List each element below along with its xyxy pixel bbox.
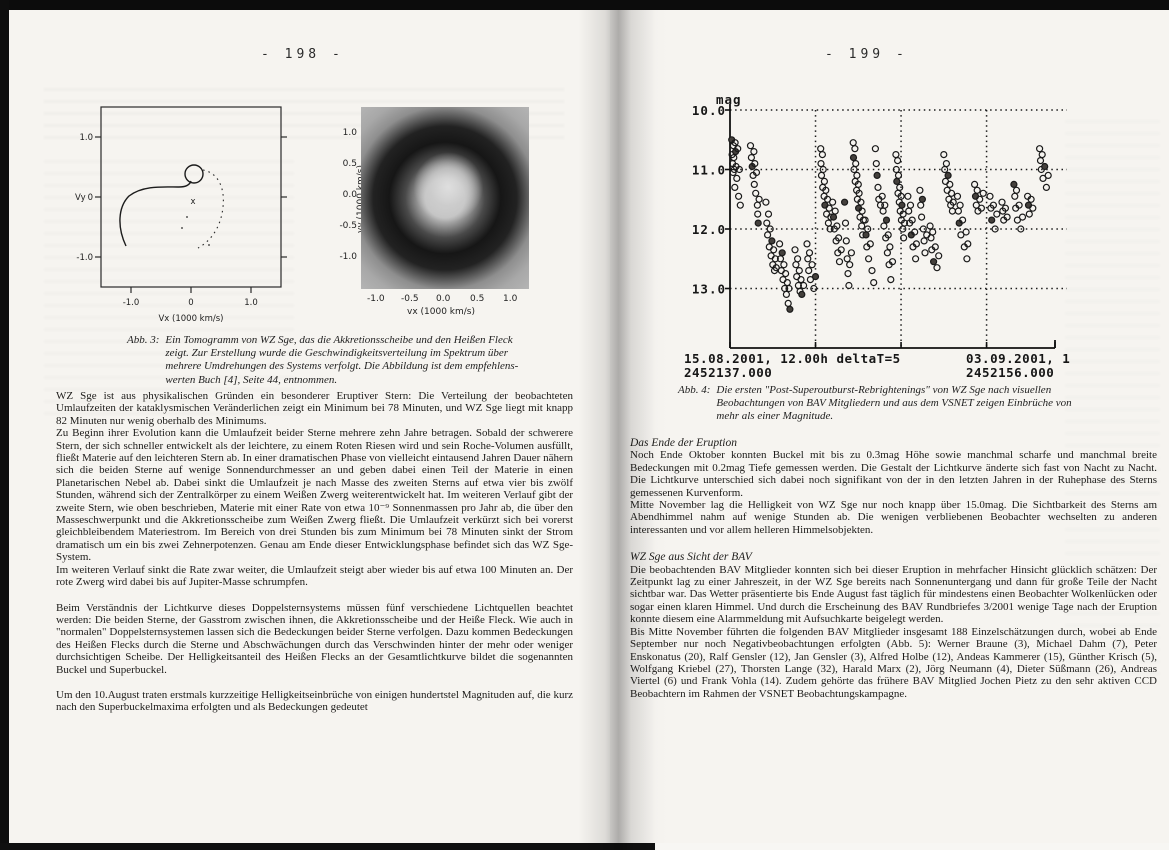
figA-white-dwarf-marker: x xyxy=(190,197,195,207)
figB-xlabel: vx (1000 km/s) xyxy=(407,307,476,317)
figB-xtick: 1.0 xyxy=(503,294,518,304)
lightcurve-gridlines xyxy=(730,109,1067,348)
lightcurve-data-points xyxy=(728,136,1052,313)
page-number-right: - 199 - xyxy=(825,47,908,62)
figB-ytick: -1.0 xyxy=(339,252,357,262)
page-199-text-column: Das Ende der Eruption Noch Ende Oktober … xyxy=(630,437,1157,700)
lightcurve-xlabel-date-left: 15.08.2001, 12.00h deltaT=5 xyxy=(684,351,901,366)
page-number-left: - 198 - xyxy=(261,47,344,62)
lightcurve-ytick-10: 10.0 xyxy=(692,103,726,118)
figA-ytick-1: 1.0 xyxy=(79,133,93,143)
figA-gas-stream-curve xyxy=(119,180,192,247)
figA-ytick-m1: -1.0 xyxy=(76,253,93,263)
figA-xtick-0: 0 xyxy=(188,298,193,308)
figA-xtick-1: 1.0 xyxy=(244,298,258,308)
figure4-caption-text: Die ersten "Post-Superoutburst-Rebrighte… xyxy=(716,384,1072,423)
paragraph: Die beobachtenden BAV Mitglieder konnten… xyxy=(630,563,1157,626)
figB-ytick: 0.5 xyxy=(342,159,357,169)
figure3-panel-b-tomogram-image: vy (1000 km/s) 1.0 0.5 0.0 -0.5 -1.0 -1.… xyxy=(339,98,559,318)
lightcurve-xlabel-jd-left: 2452137.000 xyxy=(684,365,772,380)
lightcurve-axes xyxy=(725,104,1056,349)
lightcurve-ytick-11: 11.0 xyxy=(692,163,726,178)
figA-ytick-0: 0 xyxy=(88,193,93,203)
figB-ytick: -0.5 xyxy=(339,221,357,231)
figure3-caption: Abb. 3: Ein Tomogramm von WZ Sge, das di… xyxy=(127,334,547,387)
page-199: - 199 - mag 10.0 11.0 12.0 13.0 15.08.20… xyxy=(610,10,1169,843)
lightcurve-ylabel: mag xyxy=(716,92,742,107)
figB-xtick: 0.0 xyxy=(436,294,451,304)
paragraph: Zu Beginn ihrer Evolution kann die Umlau… xyxy=(56,427,573,564)
figA-xtick-m1: -1.0 xyxy=(123,298,140,308)
figure4-caption-label: Abb. 4: xyxy=(678,384,711,396)
figB-ytick: 0.0 xyxy=(342,190,357,200)
figB-ytick: 1.0 xyxy=(342,128,357,138)
page-198-text-column: WZ Sge ist aus physikalischen Gründen ei… xyxy=(56,390,573,714)
paragraph: Bis Mitte November führten die folgenden… xyxy=(630,625,1157,700)
paragraph: Noch Ende Oktober konnten Buckel mit bis… xyxy=(630,449,1157,499)
figure3-caption-text: Ein Tomogramm von WZ Sge, das die Akkret… xyxy=(165,334,519,386)
figure4-caption: Abb. 4: Die ersten "Post-Superoutburst-R… xyxy=(678,384,1128,424)
figB-grayscale-disk-image xyxy=(361,107,529,289)
lightcurve-ytick-12: 12.0 xyxy=(692,222,726,237)
scan-edge-left xyxy=(0,0,9,850)
lightcurve-xlabel-jd-right: 2452156.000 xyxy=(966,365,1054,380)
scan-edge-bottom xyxy=(0,843,655,850)
paragraph: Beim Verständnis der Lichtkurve dieses D… xyxy=(56,601,573,676)
figB-xtick: -0.5 xyxy=(401,294,419,304)
figA-dotted-trail xyxy=(197,169,224,249)
figB-xtick: 0.5 xyxy=(470,294,485,304)
figA-xlabel: Vx (1000 km/s) xyxy=(158,314,223,324)
paragraph: Mitte November lag die Helligkeit von WZ… xyxy=(630,499,1157,536)
section-heading-das-ende: Das Ende der Eruption xyxy=(630,437,738,449)
paragraph: Im weiteren Verlauf sinkt die Rate zwar … xyxy=(56,563,573,589)
figB-xtick: -1.0 xyxy=(367,294,385,304)
section-heading-wz-sge-bav: WZ Sge aus Sicht der BAV xyxy=(630,551,752,564)
figure3-caption-label: Abb. 3: xyxy=(127,334,160,346)
scan-edge-top xyxy=(0,0,1169,10)
figure3-panel-a-tomogram-plot: 1.0 Vy 0 -1.0 -1.0 0 1.0 Vx (1000 km/s) … xyxy=(75,106,287,324)
page-198: - 198 - 1.0 Vy 0 -1.0 -1.0 0 1.0 Vx (100… xyxy=(9,10,610,843)
figA-y-axis-letter: Vy xyxy=(75,193,86,203)
figure4-lightcurve-plot: mag 10.0 11.0 12.0 13.0 15.08.2001, 12.0… xyxy=(684,92,1070,380)
paragraph: WZ Sge ist aus physikalischen Gründen ei… xyxy=(56,390,573,427)
figA-loop xyxy=(184,164,204,184)
lightcurve-ytick-13: 13.0 xyxy=(692,282,726,297)
paragraph: Um den 10.August traten erstmals kurzzei… xyxy=(56,688,573,714)
lightcurve-xlabel-date-right: 03.09.2001, 1 xyxy=(966,351,1070,366)
